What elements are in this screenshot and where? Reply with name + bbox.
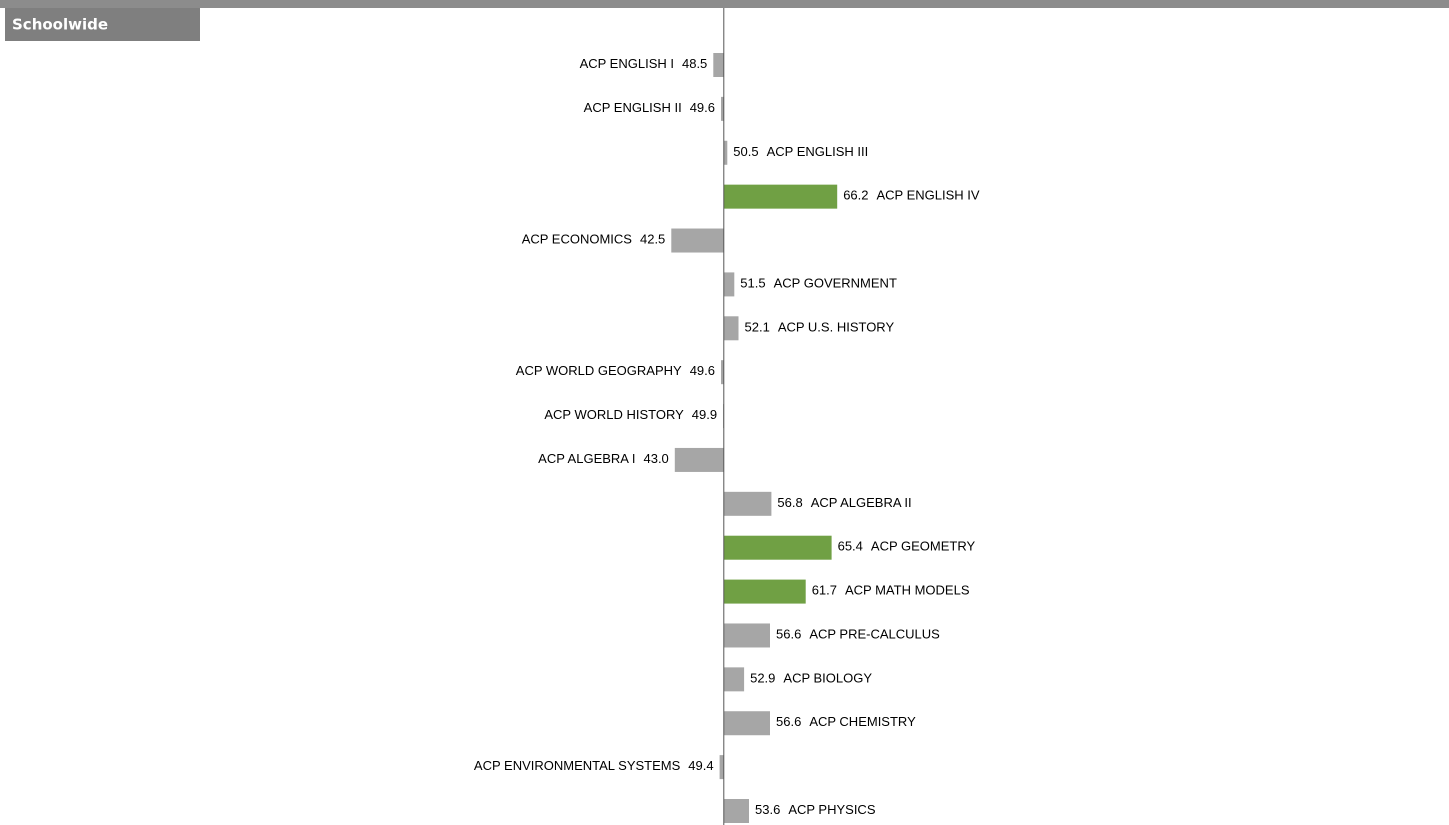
value-label: 49.6 xyxy=(690,100,715,115)
bar-label: 56.6 ACP CHEMISTRY xyxy=(776,715,916,730)
bar-label: 51.5 ACP GOVERNMENT xyxy=(740,276,897,291)
bar-label: 52.9 ACP BIOLOGY xyxy=(750,671,872,686)
bar xyxy=(723,667,745,692)
bar xyxy=(723,491,772,516)
category-label: ACP MATH MODELS xyxy=(845,583,970,598)
bar-label: ACP ALGEBRA I 43.0 xyxy=(538,451,669,466)
value-label: 61.7 xyxy=(812,583,837,598)
bar-label: 52.1 ACP U.S. HISTORY xyxy=(745,320,895,335)
category-label: ACP ENGLISH III xyxy=(767,144,869,159)
category-label: ACP ENVIRONMENTAL SYSTEMS xyxy=(474,759,681,774)
bar-label: 56.6 ACP PRE-CALCULUS xyxy=(776,627,940,642)
value-label: 49.9 xyxy=(692,407,717,422)
value-label: 49.4 xyxy=(688,759,713,774)
category-label: ACP ALGEBRA I xyxy=(538,451,635,466)
bar-label: ACP ECONOMICS 42.5 xyxy=(522,232,666,247)
bar xyxy=(713,53,724,77)
category-label: ACP ECONOMICS xyxy=(522,232,633,247)
category-label: ACP U.S. HISTORY xyxy=(778,320,895,335)
value-label: 53.6 xyxy=(755,802,780,817)
category-label: ACP ENGLISH II xyxy=(584,100,682,115)
header-band xyxy=(0,0,1449,8)
category-label: ACP ALGEBRA II xyxy=(811,495,912,510)
value-label: 51.5 xyxy=(740,276,765,291)
bar xyxy=(721,360,724,385)
value-label: 56.6 xyxy=(776,627,801,642)
value-label: 50.5 xyxy=(733,144,758,159)
bar xyxy=(723,272,735,297)
category-label: ACP ENGLISH I xyxy=(580,56,674,71)
category-label: ACP BIOLOGY xyxy=(783,671,872,686)
value-label: 52.1 xyxy=(745,320,770,335)
bar xyxy=(671,228,724,253)
bar-label: 66.2 ACP ENGLISH IV xyxy=(843,188,980,203)
bar-label: 53.6 ACP PHYSICS xyxy=(755,802,876,817)
bar xyxy=(723,184,838,209)
bar xyxy=(723,711,770,736)
category-label: ACP WORLD HISTORY xyxy=(544,407,684,422)
bar xyxy=(723,140,728,165)
category-label: ACP PRE-CALCULUS xyxy=(809,627,940,642)
bar-label: ACP ENVIRONMENTAL SYSTEMS 49.4 xyxy=(474,759,714,774)
value-label: 48.5 xyxy=(682,56,707,71)
value-label: 52.9 xyxy=(750,671,775,686)
value-label: 43.0 xyxy=(643,451,668,466)
value-label: 56.6 xyxy=(776,715,801,730)
bar-label: 56.8 ACP ALGEBRA II xyxy=(777,495,911,510)
category-label: ACP GOVERNMENT xyxy=(774,276,897,291)
category-label: ACP GEOMETRY xyxy=(871,539,976,554)
category-label: ACP ENGLISH IV xyxy=(877,188,980,203)
value-label: 49.6 xyxy=(690,364,715,379)
header-tab xyxy=(5,8,200,41)
category-label: ACP PHYSICS xyxy=(788,802,876,817)
header-title: Schoolwide xyxy=(12,16,108,34)
bar xyxy=(723,535,832,560)
value-label: 66.2 xyxy=(843,188,868,203)
bar-label: 65.4 ACP GEOMETRY xyxy=(838,539,976,554)
bar-label: ACP WORLD HISTORY 49.9 xyxy=(544,407,717,422)
value-label: 65.4 xyxy=(838,539,863,554)
bar xyxy=(723,623,770,648)
category-label: ACP CHEMISTRY xyxy=(809,715,916,730)
bar xyxy=(723,799,749,823)
bar-label: ACP WORLD GEOGRAPHY 49.6 xyxy=(516,364,715,379)
bar-label: 50.5 ACP ENGLISH III xyxy=(733,144,868,159)
bar xyxy=(723,316,739,341)
bar-label: ACP ENGLISH II 49.6 xyxy=(584,100,715,115)
bar-label: ACP ENGLISH I 48.5 xyxy=(580,56,708,71)
bar-label: 61.7 ACP MATH MODELS xyxy=(812,583,970,598)
bar xyxy=(723,579,806,604)
value-label: 56.8 xyxy=(777,495,802,510)
category-label: ACP WORLD GEOGRAPHY xyxy=(516,364,682,379)
value-label: 42.5 xyxy=(640,232,665,247)
bar xyxy=(719,755,724,780)
bar xyxy=(721,96,724,121)
bar xyxy=(674,447,724,472)
